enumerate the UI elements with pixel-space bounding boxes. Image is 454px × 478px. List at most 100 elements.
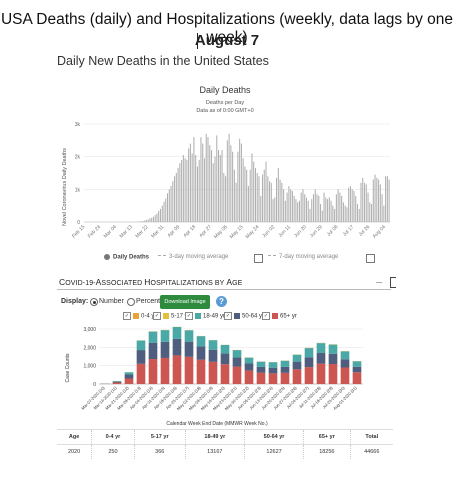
deaths-bar	[253, 161, 255, 222]
deaths-y-tick-label: 0	[77, 220, 80, 226]
deaths-x-tick-label: Jun 29	[309, 224, 324, 239]
deaths-bar	[263, 169, 265, 222]
hosp-y-tick-label: 1,000	[83, 364, 96, 370]
maximize-icon[interactable]	[390, 277, 396, 288]
deaths-bar	[365, 184, 367, 222]
deaths-bar	[233, 169, 235, 222]
hosp-bar-segment	[328, 353, 338, 365]
deaths-bar	[172, 181, 174, 222]
hosp-bar-segment	[232, 366, 242, 384]
hosp-bar-segment	[136, 340, 146, 351]
deaths-bar	[221, 150, 223, 222]
deaths-bar	[346, 207, 348, 222]
hosp-bar-segment	[340, 359, 350, 368]
help-icon[interactable]: ?	[216, 296, 227, 307]
deaths-bar	[247, 186, 249, 222]
legend-7day-checkbox[interactable]	[366, 254, 375, 263]
deaths-bar	[312, 194, 315, 222]
deaths-bar	[174, 176, 176, 222]
hosp-bar-segment	[136, 350, 146, 364]
table-header-cell: 5-17 yr	[133, 429, 186, 445]
deaths-bar	[320, 204, 322, 222]
check-icon[interactable]: ✓	[153, 312, 161, 320]
hosp-bar-segment	[268, 362, 278, 368]
dashed-line-icon	[268, 255, 276, 257]
deaths-bar	[212, 163, 214, 222]
hosp-bar-segment	[208, 340, 218, 350]
deaths-bar	[339, 192, 341, 222]
hosp-bar-segment	[220, 364, 230, 384]
age-legend-item[interactable]: ✓ 65+ yr	[262, 312, 297, 320]
legend-3day-average[interactable]: 3-day moving average	[158, 254, 228, 260]
legend-7day-average[interactable]: 7-day moving average	[268, 254, 338, 260]
display-options: Display: Number Percent Download Image ?	[61, 295, 391, 309]
age-legend-item[interactable]: ✓ 0-4 yr	[123, 312, 156, 320]
hosp-bar-segment	[148, 359, 158, 384]
table-header-cell: 65+ yr	[303, 429, 351, 445]
deaths-bar	[363, 182, 366, 222]
hosp-bar-segment	[304, 348, 314, 358]
deaths-bar	[367, 192, 369, 222]
page-title: USA Deaths (daily) and Hospitalizations …	[0, 11, 454, 46]
check-icon[interactable]: ✓	[262, 312, 270, 320]
check-icon[interactable]: ✓	[185, 312, 193, 320]
age-legend-label: 65+ yr	[280, 313, 297, 320]
minimize-button[interactable]: _	[376, 272, 383, 284]
download-image-button[interactable]: Download Image	[160, 295, 210, 309]
hosp-bar-segment	[280, 366, 290, 373]
table-cell: 13167	[184, 444, 245, 459]
deaths-bar	[191, 153, 193, 222]
deaths-bar	[309, 208, 311, 222]
deaths-bar	[277, 168, 279, 222]
percent-radio[interactable]	[127, 298, 135, 306]
deaths-bar	[334, 208, 336, 222]
hosp-bar-segment	[244, 357, 254, 364]
hosp-bar-segment	[268, 373, 278, 384]
deaths-bar	[378, 179, 380, 222]
hosp-bar-segment	[148, 331, 158, 343]
deaths-bar	[267, 176, 269, 222]
deaths-bar	[355, 195, 357, 222]
hosp-bar-segment	[196, 336, 206, 347]
deaths-x-tick-label: Mar 31	[150, 224, 165, 239]
age-legend-item[interactable]: ✓ 50-64 yr	[224, 312, 264, 320]
legend-daily-deaths[interactable]: Daily Deaths	[104, 254, 149, 261]
number-radio[interactable]	[90, 298, 98, 306]
deaths-bar	[244, 166, 246, 222]
hosp-bar-segment	[124, 378, 134, 384]
deaths-bar	[196, 166, 198, 222]
deaths-bar	[316, 194, 318, 222]
deaths-x-tick-label: Jun 11	[277, 224, 292, 239]
deaths-bar	[297, 202, 299, 222]
age-legend-label: 18-49 yr	[203, 313, 226, 320]
deaths-bar	[293, 195, 295, 222]
hosp-bar-segment	[256, 366, 266, 373]
deaths-bar	[269, 181, 271, 222]
deaths-bar	[151, 217, 153, 222]
deaths-bar	[379, 184, 381, 222]
hosp-bar-segment	[172, 326, 182, 339]
deaths-chart-subtitle: Deaths per Day	[206, 100, 244, 106]
hosp-bar-segment	[292, 369, 302, 384]
deaths-bar	[210, 150, 213, 222]
deaths-bar	[276, 177, 278, 222]
legend-3day-checkbox[interactable]	[254, 254, 263, 263]
deaths-bar	[265, 161, 267, 222]
check-icon[interactable]: ✓	[123, 312, 131, 320]
deaths-x-tick-label: May 06	[213, 224, 229, 240]
age-legend-item[interactable]: ✓ 18-49 yr	[185, 312, 225, 320]
deaths-bar	[288, 186, 290, 222]
deaths-bar	[177, 168, 179, 222]
age-legend-item[interactable]: ✓ 5-17 yr	[153, 312, 190, 320]
hosp-bar-segment	[352, 366, 362, 373]
hosp-bar-segment	[124, 372, 134, 375]
number-label: Number	[99, 298, 124, 305]
deaths-bar	[225, 176, 227, 222]
deaths-bar	[305, 197, 307, 222]
hosp-bar-segment	[196, 346, 206, 360]
deaths-bar	[372, 179, 374, 222]
hosp-bar-segment	[172, 338, 182, 356]
check-icon[interactable]: ✓	[224, 312, 232, 320]
hosp-bar-segment	[208, 361, 218, 384]
hosp-bar-segment	[304, 357, 314, 368]
